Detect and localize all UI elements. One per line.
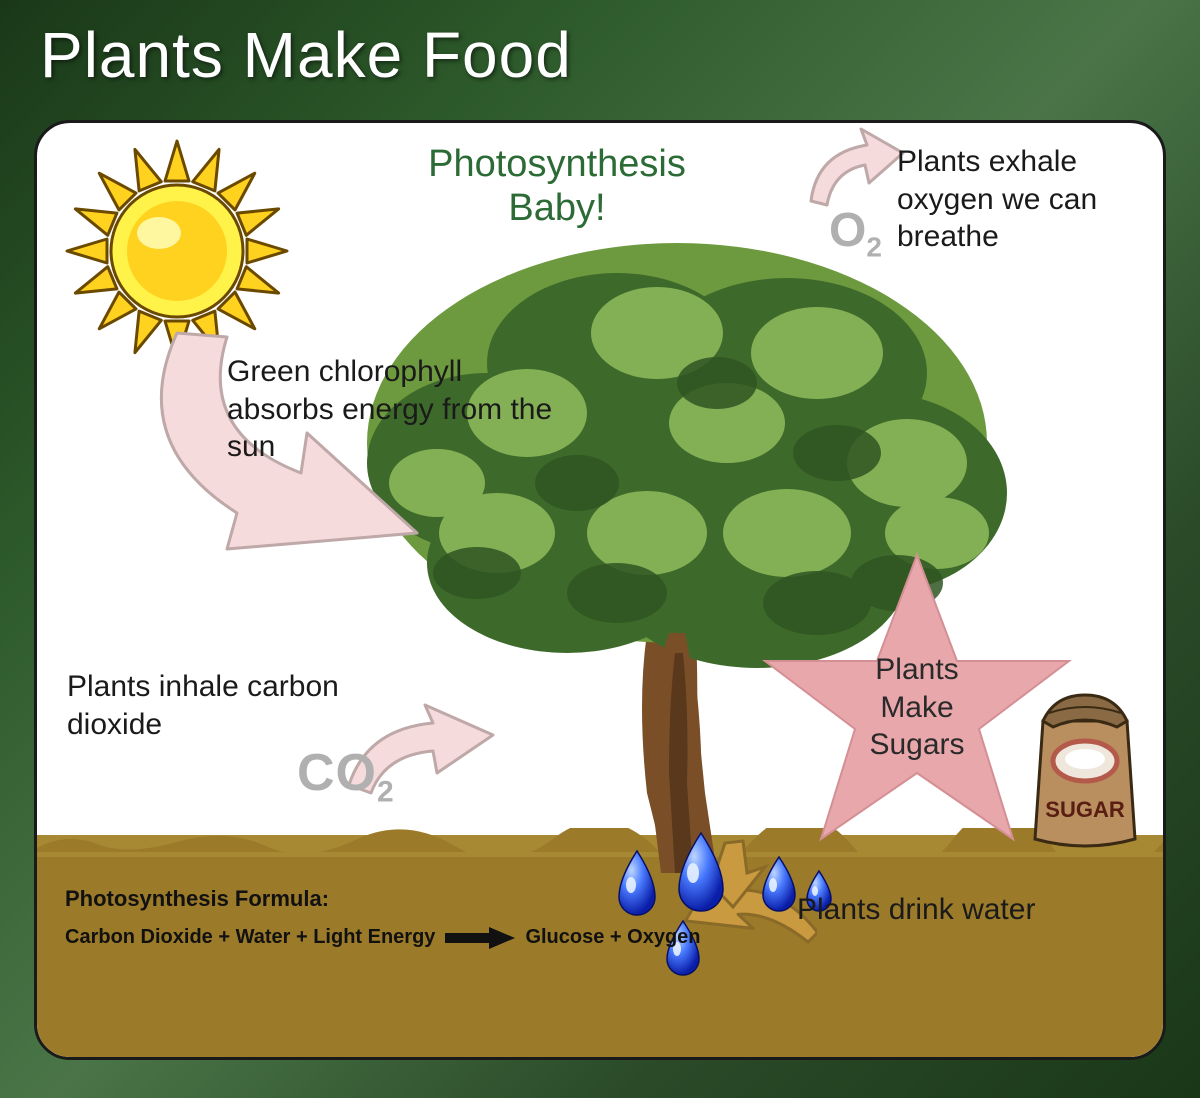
formula-block: Photosynthesis Formula: Carbon Dioxide +… <box>65 886 701 949</box>
formula-heading: Photosynthesis Formula: <box>65 886 701 912</box>
co2-sub: 2 <box>377 775 395 808</box>
diagram-panel: Photosynthesis Baby! <box>34 120 1166 1060</box>
formula-arrow-icon <box>445 927 515 949</box>
sugar-bag-icon: SUGAR <box>1025 683 1145 853</box>
label-chlorophyll: Green chlorophyll absorbs energy from th… <box>227 353 557 466</box>
sugar-bag-label: SUGAR <box>1045 797 1125 822</box>
co2-letter: CO <box>297 744 377 802</box>
label-oxygen: Plants exhale oxygen we can breathe <box>897 143 1157 256</box>
o2-symbol: O2 <box>829 203 882 264</box>
label-star: Plants Make Sugars <box>837 651 997 764</box>
page-title: Plants Make Food <box>40 18 572 92</box>
o2-letter: O <box>829 204 866 257</box>
label-co2: Plants inhale carbon dioxide <box>67 668 347 743</box>
o2-sub: 2 <box>866 232 882 263</box>
formula-rhs: Glucose + Oxygen <box>525 926 700 949</box>
formula-lhs: Carbon Dioxide + Water + Light Energy <box>65 926 435 949</box>
diagram-subtitle: Photosynthesis Baby! <box>397 143 717 230</box>
label-water: Plants drink water <box>797 893 1035 927</box>
co2-symbol: CO2 <box>297 743 395 809</box>
